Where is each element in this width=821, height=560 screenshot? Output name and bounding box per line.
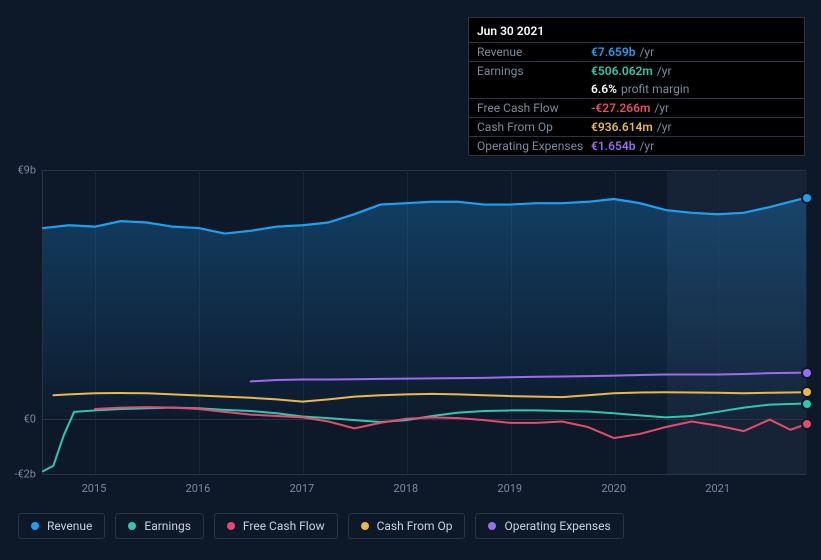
series-end-dot — [803, 194, 811, 202]
series-end-dot — [803, 420, 811, 428]
legend-dot-icon — [361, 522, 369, 530]
x-axis-label: 2021 — [705, 482, 730, 495]
legend-label: Cash From Op — [377, 519, 453, 533]
tooltip-row: 6.6% profit margin — [469, 80, 804, 98]
x-axis-label: 2017 — [289, 482, 314, 495]
x-axis-label: 2018 — [393, 482, 418, 495]
series-end-dot — [803, 388, 811, 396]
gridline-horizontal — [43, 474, 806, 475]
legend-item[interactable]: Operating Expenses — [475, 513, 623, 539]
y-axis-label: €9b — [6, 164, 36, 177]
legend-dot-icon — [128, 522, 136, 530]
tooltip-row: Free Cash Flow-€27.266m/yr — [469, 98, 804, 117]
tooltip-row-value: -€27.266m — [591, 101, 650, 115]
tooltip-row-suffix: /yr — [639, 139, 654, 153]
series-line[interactable] — [251, 373, 806, 382]
tooltip-row-suffix: /yr — [657, 120, 672, 134]
tooltip-row: Operating Expenses€1.654b/yr — [469, 136, 804, 155]
legend-item[interactable]: Cash From Op — [348, 513, 466, 539]
tooltip-row-label: Cash From Op — [477, 120, 591, 134]
legend-item[interactable]: Earnings — [115, 513, 204, 539]
x-axis-label: 2016 — [186, 482, 211, 495]
legend-label: Earnings — [144, 519, 191, 533]
tooltip-date: Jun 30 2021 — [469, 18, 804, 42]
tooltip-row-value: €936.614m — [591, 120, 653, 134]
tooltip-row-suffix: /yr — [657, 64, 672, 78]
legend: Revenue Earnings Free Cash Flow Cash From O… — [18, 513, 624, 539]
y-axis-label: €0 — [6, 412, 36, 425]
plot-area[interactable] — [42, 170, 806, 474]
tooltip-row-value: €506.062m — [591, 64, 653, 78]
hover-tooltip: Jun 30 2021 Revenue€7.659b/yrEarnings€50… — [468, 17, 805, 156]
legend-item[interactable]: Free Cash Flow — [214, 513, 338, 539]
financials-chart: Jun 30 2021 Revenue€7.659b/yrEarnings€50… — [0, 0, 821, 560]
y-axis-label: -€2b — [6, 468, 36, 481]
x-axis-label: 2019 — [497, 482, 522, 495]
tooltip-row-suffix: /yr — [654, 101, 669, 115]
legend-dot-icon — [227, 522, 235, 530]
tooltip-row-suffix: profit margin — [621, 82, 689, 96]
legend-label: Operating Expenses — [504, 519, 610, 533]
tooltip-row-value: €7.659b — [591, 45, 635, 59]
legend-dot-icon — [31, 522, 39, 530]
tooltip-row-label: Revenue — [477, 45, 591, 59]
series-line[interactable] — [43, 404, 806, 472]
legend-item[interactable]: Revenue — [18, 513, 105, 539]
x-axis-label: 2015 — [82, 482, 107, 495]
tooltip-row: Earnings€506.062m/yr — [469, 61, 804, 80]
series-line[interactable] — [43, 198, 806, 234]
tooltip-row-label: Free Cash Flow — [477, 101, 591, 115]
tooltip-row: Revenue€7.659b/yr — [469, 42, 804, 61]
series-line[interactable] — [95, 407, 806, 438]
series-end-dot — [803, 400, 811, 408]
tooltip-row-value: 6.6% — [591, 82, 617, 96]
tooltip-row-suffix: /yr — [639, 45, 654, 59]
legend-label: Revenue — [47, 519, 92, 533]
legend-dot-icon — [488, 522, 496, 530]
tooltip-row-label: Earnings — [477, 64, 591, 78]
series-end-dot — [803, 369, 811, 377]
x-axis-label: 2020 — [601, 482, 626, 495]
tooltip-row-value: €1.654b — [591, 139, 635, 153]
tooltip-row-label: Operating Expenses — [477, 139, 591, 153]
tooltip-row: Cash From Op€936.614m/yr — [469, 117, 804, 136]
series-line[interactable] — [53, 392, 806, 401]
legend-label: Free Cash Flow — [243, 519, 325, 533]
